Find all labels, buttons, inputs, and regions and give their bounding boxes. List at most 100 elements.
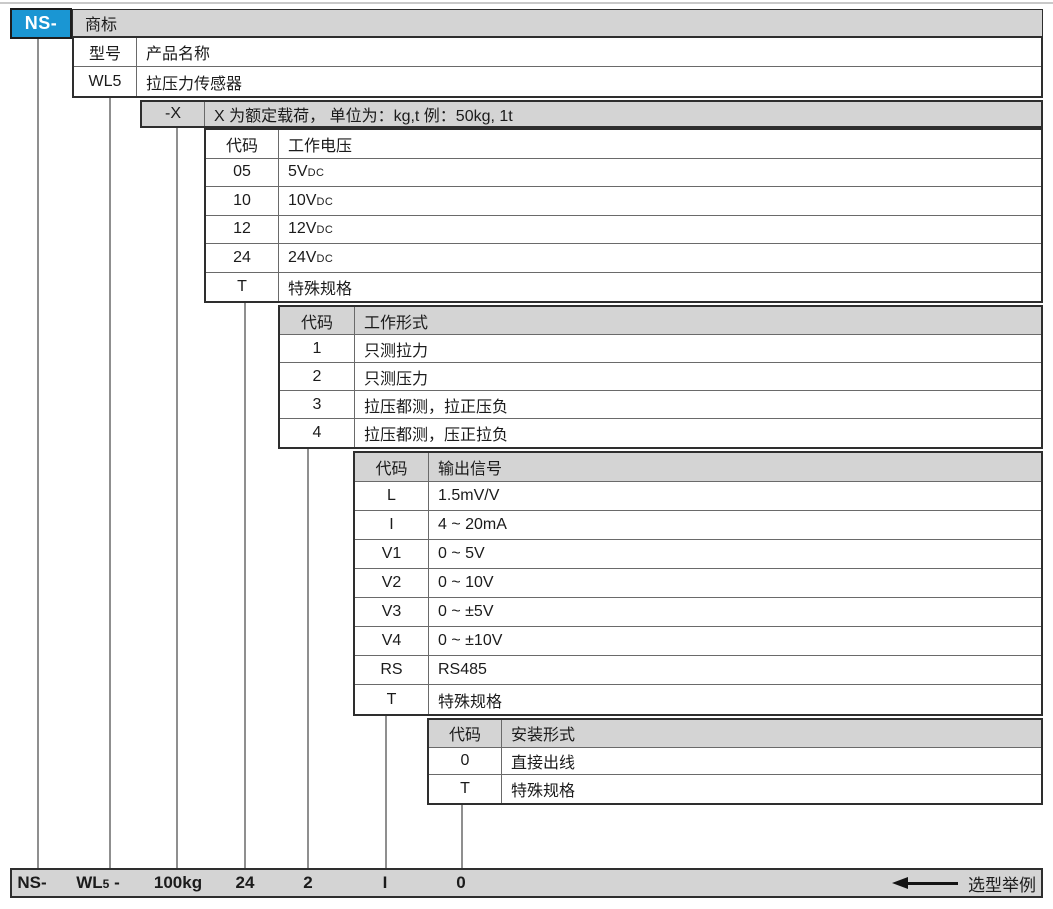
table-row: T 特殊规格 bbox=[355, 685, 1041, 714]
top-border-line bbox=[0, 2, 1053, 4]
desc-cell: 0 ~ ±5V bbox=[438, 603, 494, 620]
desc-cell: 只测拉力 bbox=[364, 342, 429, 360]
connector-model bbox=[109, 97, 111, 868]
desc-cell: 0 ~ 5V bbox=[438, 545, 485, 562]
example-model: WL5 - bbox=[76, 873, 120, 892]
trademark-label: 商标 bbox=[85, 17, 118, 34]
code-cell: T bbox=[355, 685, 429, 714]
brand-box: NS- bbox=[10, 8, 72, 39]
code-cell: V1 bbox=[355, 540, 429, 568]
voltage-table: 代码 工作电压 05 5VDC 10 10VDC 12 12VDC 24 24V… bbox=[204, 128, 1043, 303]
desc-cell: 拉压都测，压正拉负 bbox=[364, 427, 509, 444]
mount-table: 代码 安装形式 0 直接出线 T 特殊规格 bbox=[427, 718, 1043, 805]
table-row: -X X 为额定载荷， 单位为：kg,t 例：50kg, 1t bbox=[142, 102, 1041, 126]
desc-header-cell: 输出信号 bbox=[438, 461, 503, 478]
table-row: 10 10VDC bbox=[206, 187, 1041, 216]
table-row: 0 直接出线 bbox=[429, 747, 1041, 775]
desc-cell: 产品名称 bbox=[146, 46, 211, 63]
model-table: 型号 产品名称 WL5 拉压力传感器 bbox=[72, 36, 1043, 98]
desc-cell: X 为额定载荷， 单位为：kg,t 例：50kg, 1t bbox=[214, 108, 513, 125]
code-header-cell: 代码 bbox=[280, 307, 355, 334]
table-row: 型号 产品名称 bbox=[74, 38, 1041, 67]
example-mount: 0 bbox=[456, 873, 466, 892]
code-cell: V4 bbox=[355, 627, 429, 655]
desc-cell: 拉压都测，拉正压负 bbox=[364, 398, 509, 416]
code-cell: I bbox=[355, 511, 429, 539]
code-cell: -X bbox=[142, 102, 205, 126]
dc-subscript: DC bbox=[307, 167, 325, 180]
desc-cell: 5VDC bbox=[288, 163, 325, 181]
table-row: 05 5VDC bbox=[206, 158, 1041, 187]
code-cell: 24 bbox=[206, 244, 279, 272]
code-header-cell: 代码 bbox=[206, 130, 279, 158]
desc-header-cell: 工作形式 bbox=[364, 314, 429, 332]
code-cell: WL5 bbox=[74, 67, 137, 96]
table-row: 24 24VDC bbox=[206, 244, 1041, 273]
code-cell: L bbox=[355, 482, 429, 510]
desc-cell: RS485 bbox=[438, 661, 487, 678]
desc-cell: 0 ~ 10V bbox=[438, 574, 494, 591]
code-cell: T bbox=[429, 775, 502, 803]
code-cell: 2 bbox=[280, 363, 355, 390]
example-output: I bbox=[382, 873, 388, 892]
connector-mode bbox=[307, 448, 309, 868]
code-cell: 3 bbox=[280, 391, 355, 418]
desc-cell: 拉压力传感器 bbox=[146, 75, 243, 93]
arrow-left-icon bbox=[892, 877, 908, 889]
code-header-cell: 代码 bbox=[429, 720, 502, 747]
table-row: T 特殊规格 bbox=[429, 775, 1041, 803]
dc-subscript: DC bbox=[316, 195, 334, 208]
code-cell: 10 bbox=[206, 187, 279, 215]
code-cell: 05 bbox=[206, 158, 279, 186]
example-brand: NS- bbox=[17, 873, 47, 892]
code-cell: 12 bbox=[206, 215, 279, 243]
example-bar: NS- WL5 - 100kg 24 2 I 0 选型举例 bbox=[10, 868, 1043, 898]
code-cell: RS bbox=[355, 656, 429, 684]
trademark-row: 商标 bbox=[72, 9, 1043, 37]
connector-mount bbox=[461, 803, 463, 868]
example-pointer: 选型举例 bbox=[892, 870, 1036, 896]
mode-table: 代码 工作形式 1 只测拉力 2 只测压力 3 拉压都测，拉正压负 4 拉压都测… bbox=[278, 305, 1043, 449]
table-row: 12 12VDC bbox=[206, 215, 1041, 244]
connector-brand bbox=[37, 38, 39, 868]
connector-load bbox=[176, 127, 178, 868]
table-row: V3 0 ~ ±5V bbox=[355, 598, 1041, 627]
table-header-row: 代码 工作形式 bbox=[280, 307, 1041, 335]
desc-cell: 10VDC bbox=[288, 191, 334, 209]
table-row: V2 0 ~ 10V bbox=[355, 569, 1041, 598]
table-row: 2 只测压力 bbox=[280, 363, 1041, 391]
table-header-row: 代码 输出信号 bbox=[355, 453, 1041, 482]
desc-cell: 24VDC bbox=[288, 248, 334, 266]
desc-cell: 特殊规格 bbox=[438, 693, 503, 711]
example-arrow-label: 选型举例 bbox=[968, 875, 1036, 895]
table-row: V4 0 ~ ±10V bbox=[355, 627, 1041, 656]
desc-cell: 12VDC bbox=[288, 220, 334, 238]
code-cell: 0 bbox=[429, 747, 502, 774]
desc-header-cell: 工作电压 bbox=[288, 137, 353, 155]
code-cell: T bbox=[206, 272, 279, 301]
desc-cell: 4 ~ 20mA bbox=[438, 516, 507, 533]
code-cell: 1 bbox=[280, 335, 355, 362]
table-row: 4 拉压都测，压正拉负 bbox=[280, 419, 1041, 447]
table-row: 1 只测拉力 bbox=[280, 335, 1041, 363]
dc-subscript: DC bbox=[316, 252, 334, 265]
example-load: 100kg bbox=[153, 873, 203, 892]
table-row: 3 拉压都测，拉正压负 bbox=[280, 391, 1041, 419]
model-subscript: 5 bbox=[102, 877, 110, 891]
example-mode: 2 bbox=[303, 873, 313, 892]
table-header-row: 代码 安装形式 bbox=[429, 720, 1041, 748]
desc-header-cell: 安装形式 bbox=[511, 727, 576, 745]
load-row: -X X 为额定载荷， 单位为：kg,t 例：50kg, 1t bbox=[140, 100, 1043, 128]
dc-subscript: DC bbox=[316, 224, 334, 237]
connector-output bbox=[385, 715, 387, 868]
arrow-line bbox=[908, 881, 958, 885]
connector-voltage bbox=[244, 302, 246, 868]
desc-cell: 特殊规格 bbox=[288, 280, 353, 298]
code-cell: V2 bbox=[355, 569, 429, 597]
table-row: L 1.5mV/V bbox=[355, 482, 1041, 511]
desc-cell: 只测压力 bbox=[364, 370, 429, 388]
code-cell: 型号 bbox=[74, 38, 137, 66]
output-table: 代码 输出信号 L 1.5mV/V I 4 ~ 20mA V1 0 ~ 5V V… bbox=[353, 451, 1043, 716]
code-cell: 4 bbox=[280, 419, 355, 447]
